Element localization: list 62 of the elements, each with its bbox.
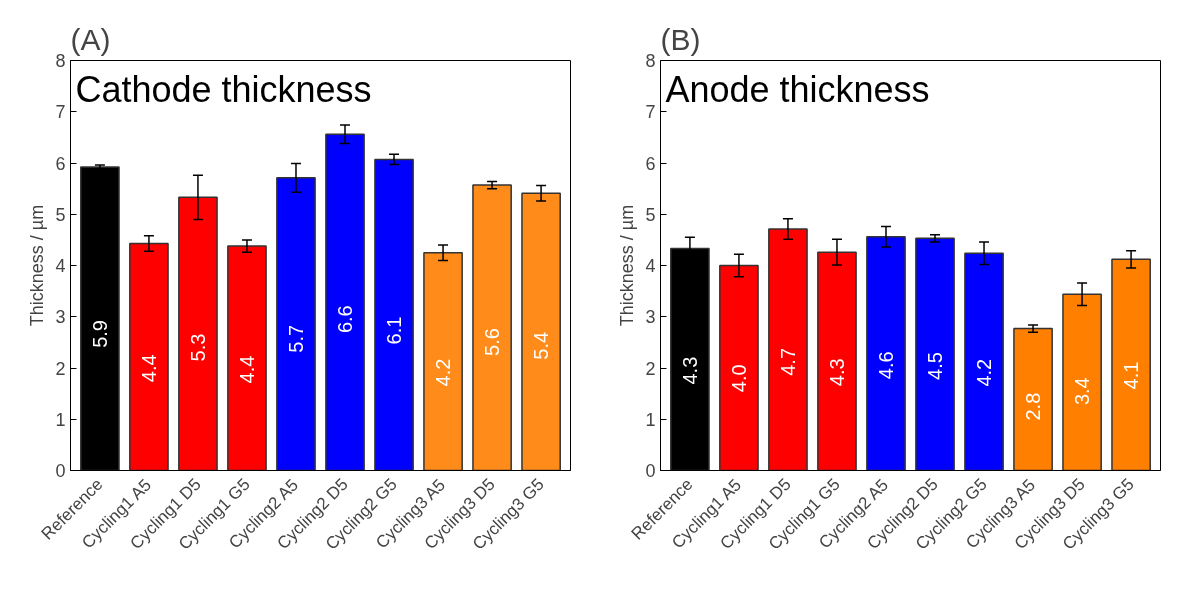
data-label: 4.3 [678,356,701,385]
y-tick-label: 2 [645,358,656,379]
y-axis-title: Thickness / µm [617,204,638,327]
chart-subtitle: Cathode thickness [75,68,372,110]
y-tick-label: 7 [645,102,656,123]
data-label: 4.3 [825,358,848,387]
y-tick-label: 4 [55,256,66,276]
data-label: 2.8 [1022,392,1045,421]
y-tick-label: 7 [55,102,66,123]
bar [817,251,857,471]
data-label: 6.1 [383,316,406,345]
bar [276,177,316,471]
data-label: 4.2 [432,358,455,387]
bar [1111,258,1151,471]
y-tick-label: 8 [55,51,66,71]
bar [374,158,414,471]
bar [964,252,1004,471]
data-label: 4.6 [874,351,897,380]
chart-title: (A) [70,22,111,56]
bar [325,133,365,471]
y-tick-label: 6 [645,153,656,174]
y-tick-label: 5 [55,204,66,225]
y-tick-label: 1 [645,409,656,430]
data-label: 4.7 [776,347,799,376]
data-label: 5.4 [530,331,553,360]
y-tick-label: 2 [55,358,66,379]
data-label: 5.6 [481,328,504,356]
bar [178,196,218,471]
data-label: 6.6 [334,305,357,334]
data-label: 4.4 [137,354,160,383]
y-tick-label: 3 [55,307,66,328]
data-label: 4.0 [727,364,750,393]
bar [866,236,906,471]
data-label: 5.3 [186,333,209,362]
y-tick-label: 1 [55,409,66,430]
bar [1062,293,1102,471]
data-label: 4.5 [924,352,947,380]
data-label: 3.4 [1071,377,1094,406]
bar [719,264,759,471]
y-tick-label: 3 [645,307,656,328]
y-tick-label: 5 [645,204,656,225]
y-tick-label: 0 [645,461,656,481]
bar [768,228,808,471]
y-axis-title: Thickness / µm [27,204,48,327]
bar [227,245,267,471]
y-tick-label: 0 [55,461,66,481]
bar [521,192,561,471]
y-tick-label: 8 [645,51,656,71]
data-label: 4.4 [235,355,258,384]
data-label: 5.9 [88,320,111,348]
y-tick-label: 4 [645,256,656,276]
y-tick-label: 6 [55,153,66,174]
bar [1013,327,1053,471]
bar [915,237,955,471]
chart-subtitle: Anode thickness [665,68,930,110]
data-label: 5.7 [284,324,307,353]
bar [472,184,512,471]
bar [129,242,169,471]
data-label: 4.2 [973,358,996,387]
chart-title: (B) [660,22,701,56]
data-label: 4.1 [1120,361,1143,390]
bar [423,251,463,471]
